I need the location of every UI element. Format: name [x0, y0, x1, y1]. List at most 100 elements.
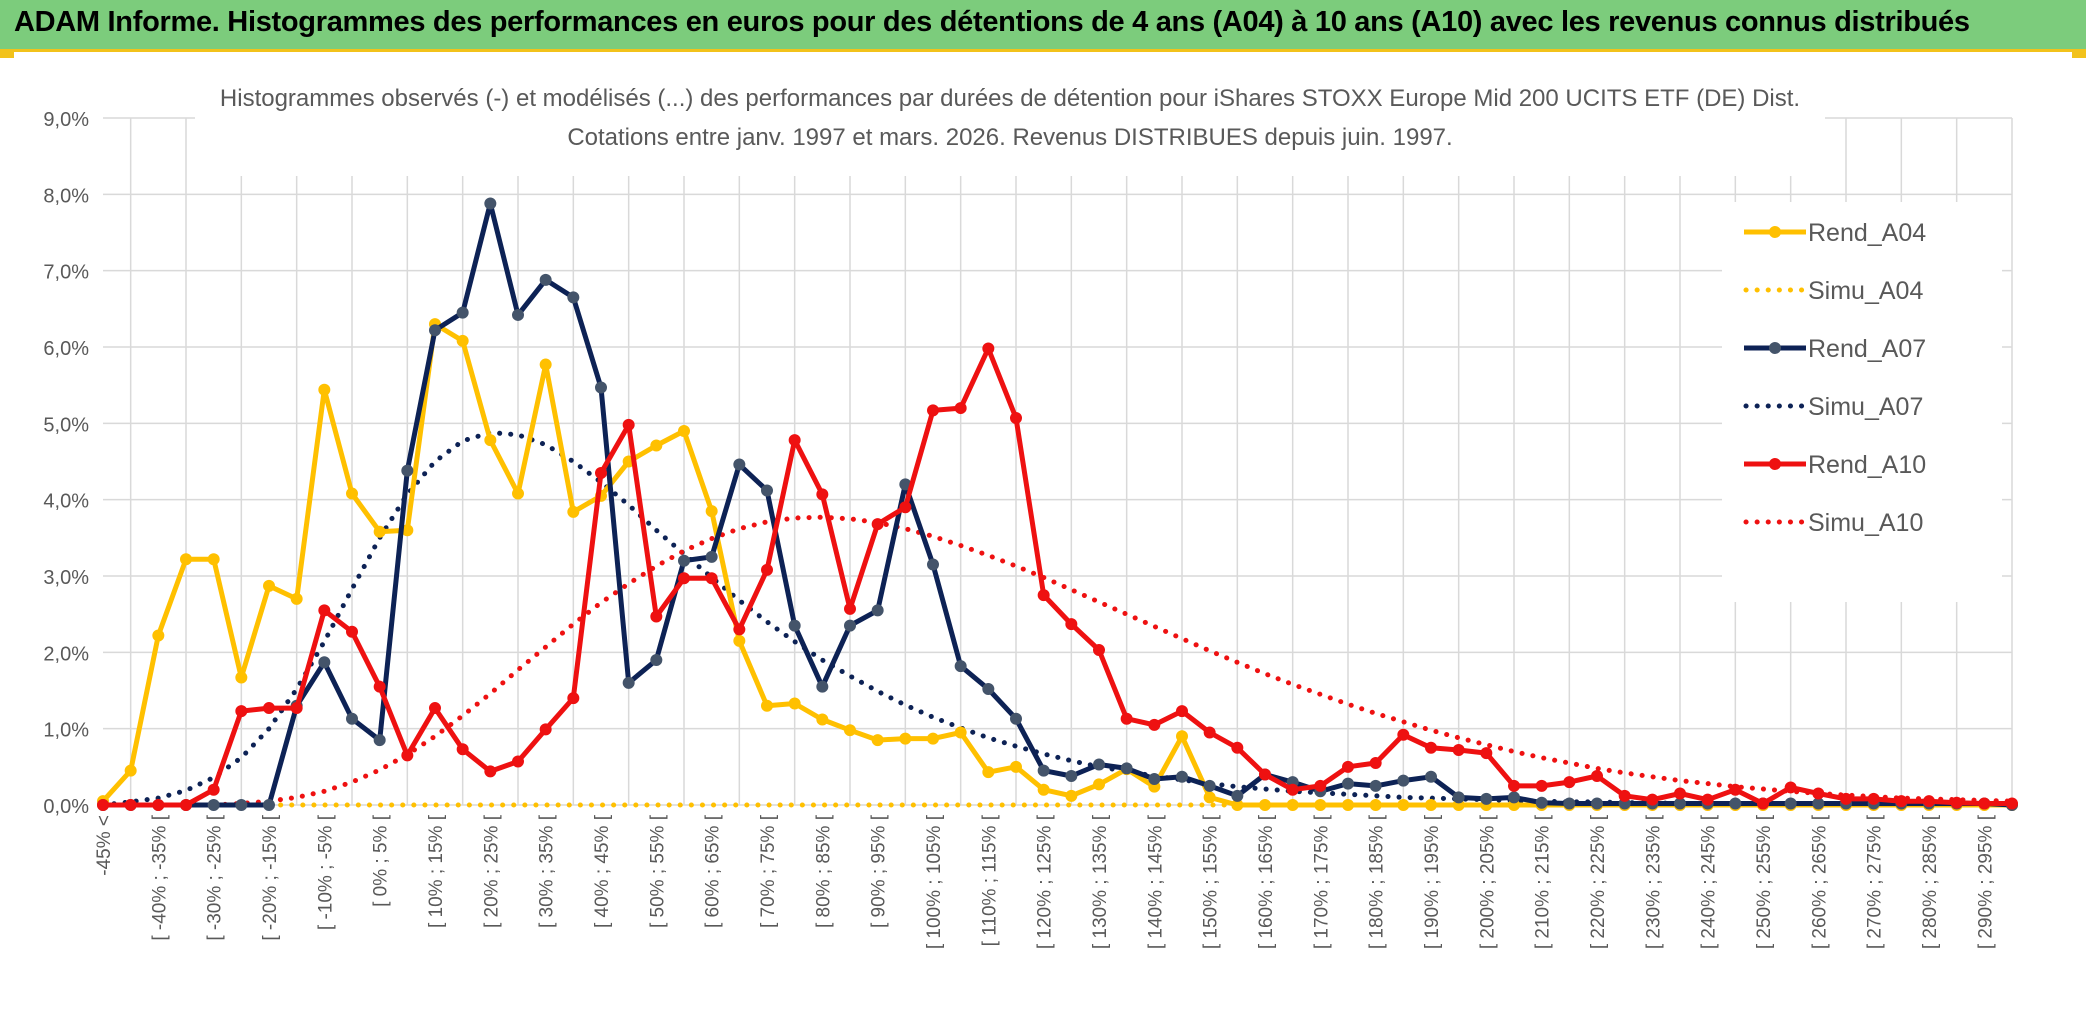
chart-series [97, 197, 2018, 811]
report-title: ADAM Informe. Histogrammes des performan… [14, 6, 1970, 38]
data-point [152, 799, 165, 811]
data-point [1314, 799, 1327, 811]
data-point [484, 434, 497, 447]
legend-item: Simu_A07 [1743, 393, 1923, 421]
data-point [1176, 770, 1188, 783]
data-point [1010, 712, 1022, 725]
data-point [899, 501, 912, 514]
x-tick-label: [ 140% ; 145% [ [1145, 814, 1166, 949]
x-tick-label: [ 160% ; 165% [ [1256, 814, 1277, 949]
report-banner: ADAM Informe. Histogrammes des performan… [0, 0, 2086, 52]
data-point [512, 308, 524, 321]
data-point [263, 799, 275, 811]
x-tick-label: [ 40% ; 45% [ [592, 814, 613, 928]
data-point [263, 579, 275, 592]
legend-marker [1769, 458, 1781, 470]
x-tick-label: [ 230% ; 235% [ [1643, 814, 1664, 949]
x-tick-label: [ 280% ; 285% [ [1920, 814, 1941, 949]
data-point [207, 783, 220, 796]
data-point [954, 726, 967, 739]
data-point [1010, 411, 1022, 424]
data-point [622, 418, 635, 431]
data-point [1037, 764, 1050, 777]
data-point [290, 592, 303, 605]
data-point [1452, 744, 1465, 757]
data-point [1065, 769, 1078, 782]
legend-label: Rend_A04 [1808, 219, 1926, 247]
data-point [1563, 797, 1576, 810]
y-tick-label: 1,0% [43, 720, 89, 742]
data-point [1065, 789, 1078, 802]
data-point [871, 604, 884, 617]
data-point [816, 488, 829, 501]
chart-legend: Rend_A04 Simu_A04 Rend_A07 Simu_A07 Rend_A10… [1722, 202, 2002, 602]
data-point [318, 604, 331, 617]
data-point [1093, 778, 1105, 791]
data-point [678, 572, 690, 585]
x-tick-label: [ 20% ; 25% [ [481, 814, 502, 928]
data-point [1093, 644, 1105, 657]
data-point [705, 550, 718, 563]
data-point [788, 619, 801, 632]
y-tick-label: 6,0% [43, 338, 89, 360]
data-point [263, 702, 275, 715]
data-point [1342, 760, 1354, 773]
data-point [844, 724, 856, 737]
data-point [539, 273, 552, 286]
chart-title-background [195, 74, 1825, 176]
data-point [1148, 773, 1161, 786]
legend-item: Simu_A10 [1743, 509, 1923, 537]
legend-label: Simu_A10 [1808, 509, 1923, 537]
data-point [401, 464, 414, 477]
legend-marker [1769, 226, 1781, 238]
data-point [1812, 797, 1825, 810]
chart-subtitle: Cotations entre janv. 1997 et mars. 2026… [567, 124, 1452, 151]
data-point [1369, 779, 1382, 792]
x-tick-label: [ 90% ; 95% [ [869, 814, 890, 928]
data-point [207, 799, 220, 811]
data-point [1259, 799, 1271, 811]
legend-label: Simu_A04 [1808, 277, 1923, 305]
data-point [1037, 783, 1050, 796]
data-point [650, 653, 663, 666]
data-point [235, 705, 248, 718]
x-tick-label: [ 50% ; 55% [ [647, 814, 668, 928]
data-point [512, 755, 524, 768]
data-point [346, 487, 358, 500]
data-point [456, 743, 469, 756]
data-point [1093, 758, 1105, 771]
chart-title: Histogrammes observés (-) et modélisés (… [220, 85, 1800, 112]
data-point [401, 749, 414, 762]
data-point [1203, 791, 1216, 804]
data-point [1563, 776, 1576, 789]
data-point [1480, 747, 1493, 760]
x-tick-label: -45% < [94, 815, 115, 876]
data-point [1148, 718, 1161, 731]
data-point [1784, 797, 1797, 810]
data-point [954, 660, 967, 673]
x-tick-label: [ 250% ; 255% [ [1754, 814, 1775, 949]
data-point [982, 342, 995, 355]
series-rend-a10 [97, 342, 2018, 811]
series-simu-a07 [100, 429, 2015, 808]
data-point [429, 324, 441, 337]
data-point [290, 702, 303, 715]
data-point [954, 402, 967, 415]
series-line [103, 201, 2013, 808]
data-point [1923, 795, 1935, 808]
data-point [1950, 796, 1963, 809]
data-point [650, 439, 663, 452]
histogram-chart: 0,0% 1,0% 2,0% 3,0% 4,0% 5,0% 6,0% 7,0% 8,0% 9,0%… [43, 74, 2018, 949]
x-tick-label: [ 110% ; 115% [ [979, 814, 1000, 946]
data-point [1674, 797, 1686, 810]
data-point [346, 712, 358, 725]
data-point [844, 602, 856, 615]
data-point [1231, 741, 1244, 754]
data-point [1508, 779, 1520, 792]
x-tick-label: [ 100% ; 105% [ [924, 814, 945, 949]
data-point [705, 572, 718, 585]
data-point [982, 766, 995, 779]
data-point [1369, 799, 1382, 811]
data-point [1425, 741, 1437, 754]
data-point [1037, 589, 1050, 602]
